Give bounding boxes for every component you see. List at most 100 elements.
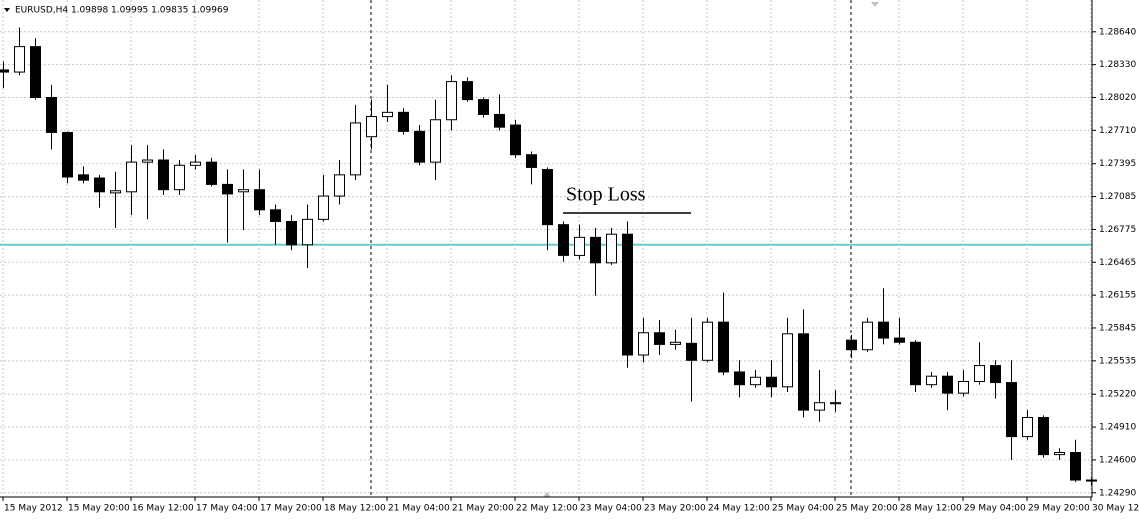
x-tick-label: 17 May 04:00	[196, 504, 258, 514]
x-tick-label: 16 May 12:00	[132, 504, 194, 514]
candle-body	[0, 69, 9, 73]
candle-body	[526, 154, 537, 168]
candle-body	[782, 333, 793, 388]
y-tick-label: 1.27085	[1099, 192, 1136, 202]
candle-body	[958, 380, 969, 394]
y-tick-label: 1.26155	[1099, 291, 1136, 301]
candle-body	[30, 46, 41, 98]
candle-body	[1022, 417, 1033, 438]
x-tick-label: 23 May 20:00	[644, 504, 706, 514]
y-tick-label: 1.28640	[1099, 27, 1136, 37]
candle-body	[558, 224, 569, 256]
candle-body	[286, 220, 297, 246]
candle-body	[926, 375, 937, 386]
candle-body	[590, 236, 601, 264]
x-tick-label: 29 May 04:00	[964, 504, 1026, 514]
grid	[0, 0, 1092, 497]
candle-body	[302, 218, 313, 246]
candle-body	[94, 177, 105, 193]
x-tick-label: 21 May 04:00	[388, 504, 450, 514]
candle-body	[414, 130, 425, 163]
y-tick-label: 1.25535	[1099, 356, 1136, 366]
candle-body	[606, 233, 617, 264]
x-tick-label: 15 May 20:00	[68, 504, 130, 514]
x-tick-label: 25 May 20:00	[836, 504, 898, 514]
candle-body	[222, 183, 233, 195]
candle-body	[46, 96, 57, 133]
candle-body	[158, 159, 169, 191]
candle-body	[670, 341, 681, 345]
candle-body	[78, 174, 89, 181]
candle-body	[334, 174, 345, 197]
x-tick-label: 15 May 2012	[4, 504, 63, 514]
candle-body	[1006, 382, 1017, 438]
candle-body	[814, 402, 825, 411]
x-tick-label: 18 May 12:00	[324, 504, 386, 514]
candle-body	[126, 161, 137, 193]
candle-body	[462, 81, 473, 101]
candle-body	[190, 161, 201, 166]
candle-body	[798, 333, 809, 411]
chart-title: EURUSD,H4 1.09898 1.09995 1.09835 1.0996…	[15, 6, 229, 16]
y-tick-label: 1.27395	[1099, 159, 1136, 169]
candles	[0, 27, 1097, 486]
menu-arrow[interactable]	[4, 8, 10, 12]
candle-body	[846, 339, 857, 351]
x-tick-label: 21 May 20:00	[452, 504, 514, 514]
candle-body	[110, 190, 121, 194]
annotation: Stop Loss	[566, 184, 646, 206]
candle-body	[638, 332, 649, 356]
candle-body	[702, 321, 713, 361]
y-tick-label: 1.25220	[1099, 390, 1136, 400]
candle-body	[862, 321, 873, 351]
candle-body	[542, 169, 553, 226]
candle-body	[366, 116, 377, 138]
y-tick-label: 1.24910	[1099, 423, 1136, 433]
candle-body	[398, 111, 409, 132]
candle-body	[654, 332, 665, 345]
y-tick-label: 1.25845	[1099, 323, 1136, 333]
candle-body	[622, 233, 633, 356]
y-tick-label: 1.24290	[1099, 488, 1136, 498]
candle-body	[1038, 417, 1049, 456]
candle-body	[446, 81, 457, 121]
candle-body	[1070, 451, 1081, 481]
x-tick-label: 30 May 12:	[1092, 504, 1139, 514]
candle-body	[574, 236, 585, 256]
candle-body	[734, 371, 745, 386]
y-tick-label: 1.27710	[1099, 126, 1136, 136]
x-tick-label: 17 May 20:00	[260, 504, 322, 514]
candle-body	[686, 342, 697, 361]
x-tick-label: 28 May 12:00	[900, 504, 962, 514]
y-tick-label: 1.26465	[1099, 258, 1136, 268]
y-tick-label: 1.26775	[1099, 225, 1136, 235]
shift-marker	[871, 2, 879, 7]
y-tick-label: 1.28330	[1099, 60, 1136, 70]
candle-body	[174, 164, 185, 191]
y-tick-label: 1.24600	[1099, 455, 1136, 465]
candle-body	[990, 365, 1001, 384]
candle-body	[238, 189, 249, 193]
candle-body	[382, 111, 393, 118]
candle-body	[142, 159, 153, 163]
candle-body	[510, 124, 521, 156]
scroll-marker	[543, 492, 551, 497]
candle-body	[430, 119, 441, 163]
x-tick-label: 24 May 12:00	[708, 504, 770, 514]
candle-body	[206, 161, 217, 185]
candle-body	[318, 195, 329, 220]
candle-body	[478, 99, 489, 115]
candle-body	[830, 402, 841, 405]
candle-body	[62, 131, 73, 178]
x-tick-label: 22 May 12:00	[516, 504, 578, 514]
candle-body	[270, 209, 281, 222]
x-tick-label: 29 May 20:00	[1028, 504, 1090, 514]
candle-body	[350, 122, 361, 176]
candle-body	[910, 341, 921, 386]
candle-body	[750, 376, 761, 386]
candle-body	[974, 365, 985, 382]
candle-body	[494, 113, 505, 128]
y-tick-label: 1.28020	[1099, 93, 1136, 103]
